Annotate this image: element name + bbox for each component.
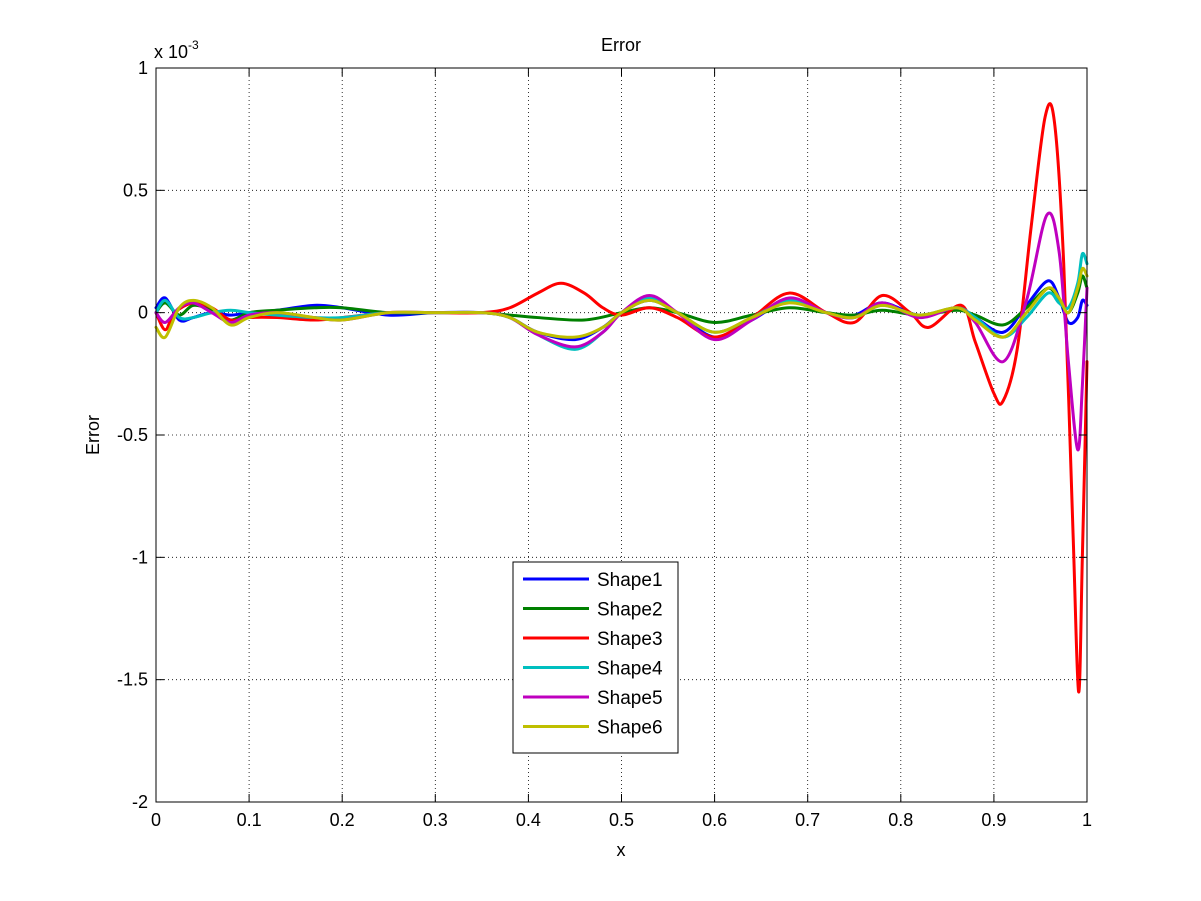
x-tick-label: 1 — [1082, 810, 1092, 830]
y-axis-multiplier: x 10-3 — [154, 38, 199, 62]
x-tick-label: 0.6 — [702, 810, 727, 830]
series-line-shape4 — [154, 251, 1089, 351]
series-line-shape6 — [154, 266, 1089, 340]
legend-label: Shape4 — [597, 659, 663, 680]
x-tick-label: 0.2 — [330, 810, 355, 830]
y-tick-label: 0.5 — [123, 180, 148, 200]
x-axis-label: x — [617, 840, 626, 860]
x-tick-label: 0.9 — [981, 810, 1006, 830]
y-tick-label: -1 — [132, 547, 148, 567]
tick-marks — [155, 67, 1088, 803]
y-axis-label: Error — [83, 415, 103, 455]
y-multiplier-exponent: -3 — [188, 38, 199, 52]
y-tick-label: 1 — [138, 58, 148, 78]
x-tick-labels: 0 0.1 0.2 0.3 0.4 0.5 0.6 0.7 0.8 0.9 1 — [151, 810, 1092, 830]
legend-label: Shape5 — [597, 688, 663, 709]
y-tick-label: 0 — [138, 303, 148, 323]
x-tick-label: 0.3 — [423, 810, 448, 830]
x-tick-label: 0.4 — [516, 810, 541, 830]
x-tick-label: 0 — [151, 810, 161, 830]
chart-title: Error — [601, 35, 641, 55]
y-tick-label: -1.5 — [117, 670, 148, 690]
y-multiplier-base: x 10 — [154, 42, 188, 62]
y-tick-label: -2 — [132, 792, 148, 812]
legend-box — [512, 561, 679, 754]
legend-label: Shape2 — [597, 600, 663, 621]
series-line-shape5 — [154, 211, 1089, 452]
legend: Shape1 Shape2 Shape3 Shape4 Shape5 Shape6 — [512, 561, 679, 754]
legend-label: Shape3 — [597, 629, 663, 650]
x-tick-label: 0.5 — [609, 810, 634, 830]
series-layer — [154, 102, 1089, 694]
x-tick-label: 0.1 — [237, 810, 262, 830]
y-tick-label: -0.5 — [117, 425, 148, 445]
x-tick-label: 0.7 — [795, 810, 820, 830]
legend-label: Shape1 — [597, 570, 663, 591]
y-tick-labels: -2 -1.5 -1 -0.5 0 0.5 1 — [117, 58, 148, 812]
legend-label: Shape6 — [597, 718, 663, 739]
x-tick-label: 0.8 — [888, 810, 913, 830]
